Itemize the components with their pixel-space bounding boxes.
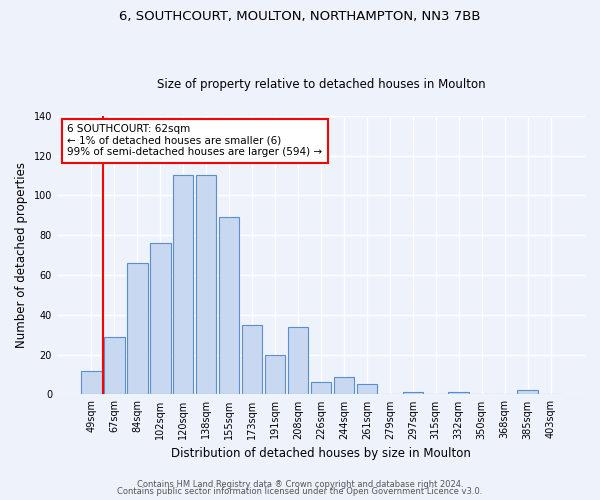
Text: Contains HM Land Registry data ® Crown copyright and database right 2024.: Contains HM Land Registry data ® Crown c… (137, 480, 463, 489)
Bar (104, 336, 125, 394)
Bar (242, 325, 262, 394)
Bar (287, 327, 308, 394)
Y-axis label: Number of detached properties: Number of detached properties (15, 162, 28, 348)
Bar (403, 392, 423, 394)
Bar (448, 392, 469, 394)
Text: Contains public sector information licensed under the Open Government Licence v3: Contains public sector information licen… (118, 487, 482, 496)
Bar (356, 384, 377, 394)
X-axis label: Distribution of detached houses by size in Moulton: Distribution of detached houses by size … (171, 447, 471, 460)
Title: Size of property relative to detached houses in Moulton: Size of property relative to detached ho… (157, 78, 485, 91)
Bar (150, 243, 170, 394)
Bar (219, 218, 239, 394)
Bar (265, 354, 286, 395)
Bar (311, 382, 331, 394)
Bar (127, 263, 148, 394)
Bar (81, 370, 101, 394)
Bar (173, 176, 193, 394)
Bar (334, 376, 354, 394)
Bar (517, 390, 538, 394)
Bar (196, 176, 217, 394)
Text: 6, SOUTHCOURT, MOULTON, NORTHAMPTON, NN3 7BB: 6, SOUTHCOURT, MOULTON, NORTHAMPTON, NN3… (119, 10, 481, 23)
Text: 6 SOUTHCOURT: 62sqm
← 1% of detached houses are smaller (6)
99% of semi-detached: 6 SOUTHCOURT: 62sqm ← 1% of detached hou… (67, 124, 323, 158)
